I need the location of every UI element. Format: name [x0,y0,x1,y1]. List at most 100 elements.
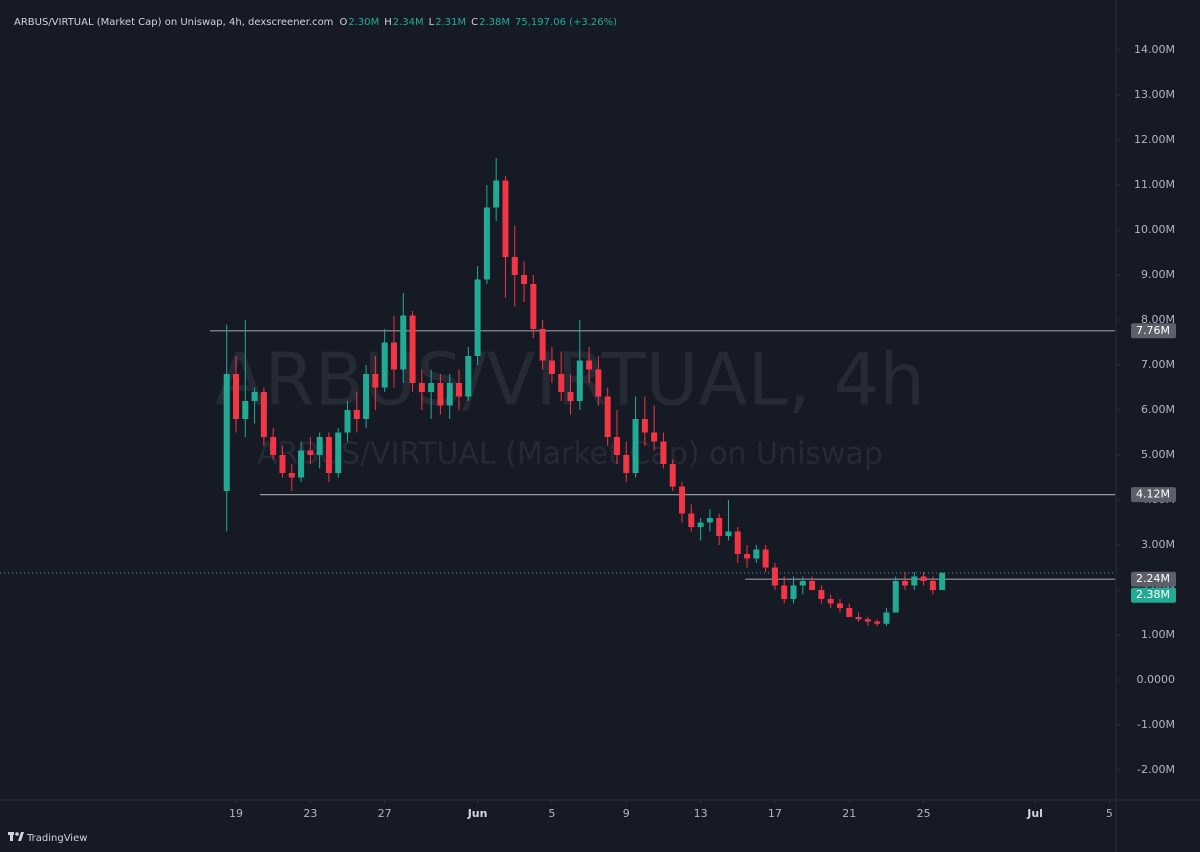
candle-body [929,581,936,590]
candle-body [521,275,528,284]
x-tick-label: 19 [229,807,243,820]
candle-body [586,360,593,370]
watermark: ARBUS/VIRTUAL (Market Cap) on Uniswap [257,437,883,472]
ohlc-value: 2.30M [348,17,379,28]
candle-body [632,419,639,473]
candle-body [790,585,797,599]
y-tick-label: -2.00M [1137,763,1175,776]
candle-body [381,342,388,388]
candle-body [493,180,500,208]
candle-body [353,410,360,419]
candle-body [734,531,741,554]
ohlc-value: 2.31M [435,17,466,28]
candle-body [827,599,834,604]
candle-body [688,513,695,527]
candle-body [771,567,778,586]
candle-body [697,522,704,527]
candle-body [390,342,397,370]
candle-body [623,455,630,473]
line-price-label-box [1131,323,1176,339]
x-tick-label: 9 [623,807,630,820]
candle-body [242,401,249,419]
brand-logo [8,832,24,841]
x-tick-label: Jun [467,807,488,820]
candle-body [660,441,667,464]
candle-body [400,315,407,370]
candle-body [716,518,723,536]
ohlc-key: L [429,17,435,28]
x-tick-label: Jul [1026,807,1043,820]
y-tick-label: -1.00M [1137,718,1175,731]
candle-body [902,581,909,586]
price-change: 75,197.06 (+3.26%) [515,17,617,28]
candle-body [567,392,574,401]
y-tick-label: 5.00M [1141,448,1175,461]
candle-body [260,392,267,437]
candle-body [641,419,648,433]
candle-body [669,464,676,487]
candle-body [279,455,286,473]
candle-body [706,518,713,523]
candle-body [679,486,686,514]
ohlc-key: H [384,17,392,28]
symbol-title: ARBUS/VIRTUAL (Market Cap) on Uniswap, 4… [14,17,333,28]
line-price-label: 4.12M [1136,488,1170,501]
candle-body [809,581,816,590]
line-price-label: 2.24M [1136,572,1170,585]
candle-body [725,531,732,536]
candle-body [799,581,806,586]
candle-body [864,619,871,622]
candle-body [437,383,444,406]
x-tick-label: 21 [842,807,856,820]
candle-body [753,549,760,559]
brand: TradingView [26,833,87,844]
y-tick-label: 11.00M [1134,178,1175,191]
y-tick-label: 9.00M [1141,268,1175,281]
candle-body [651,432,658,442]
candle-body [418,383,425,392]
y-tick-label: 3.00M [1141,538,1175,551]
y-tick-label: 1.00M [1141,628,1175,641]
last-price-label: 2.38M [1136,588,1170,601]
candle-body [846,608,853,617]
candle-body [530,284,537,329]
candle-body [316,437,323,455]
ohlc-key: O [339,17,347,28]
candle-body [344,410,351,433]
y-tick-label: 14.00M [1134,43,1175,56]
candle-body [744,554,751,559]
candle-body [251,392,258,401]
line-price-label-box [1131,571,1176,587]
candle-body [270,437,277,455]
candle-body [781,585,788,599]
candle-body [855,617,862,620]
x-tick-label: 17 [768,807,782,820]
candle-body [363,374,370,419]
candle-body [818,590,825,599]
candle-body [288,473,295,478]
candle-body [233,374,240,419]
x-tick-label: 13 [694,807,708,820]
y-tick-label: 7.00M [1141,358,1175,371]
candle-body [539,329,546,361]
candle-body [939,572,946,590]
candle-body [548,360,555,374]
x-tick-label: 27 [378,807,392,820]
candle-body [892,581,899,613]
candle-body [511,257,518,275]
candle-body [428,383,435,392]
candle-body [223,374,230,491]
candle-body [883,612,890,624]
candle-body [911,576,918,586]
line-price-label-box [1131,487,1176,503]
x-tick-label: 5 [1106,807,1113,820]
candle-body [307,450,314,455]
ohlc-value: 2.34M [393,17,424,28]
candle-body [836,603,843,608]
candle-body [325,437,332,473]
y-tick-label: 12.00M [1134,133,1175,146]
y-tick-label: 6.00M [1141,403,1175,416]
